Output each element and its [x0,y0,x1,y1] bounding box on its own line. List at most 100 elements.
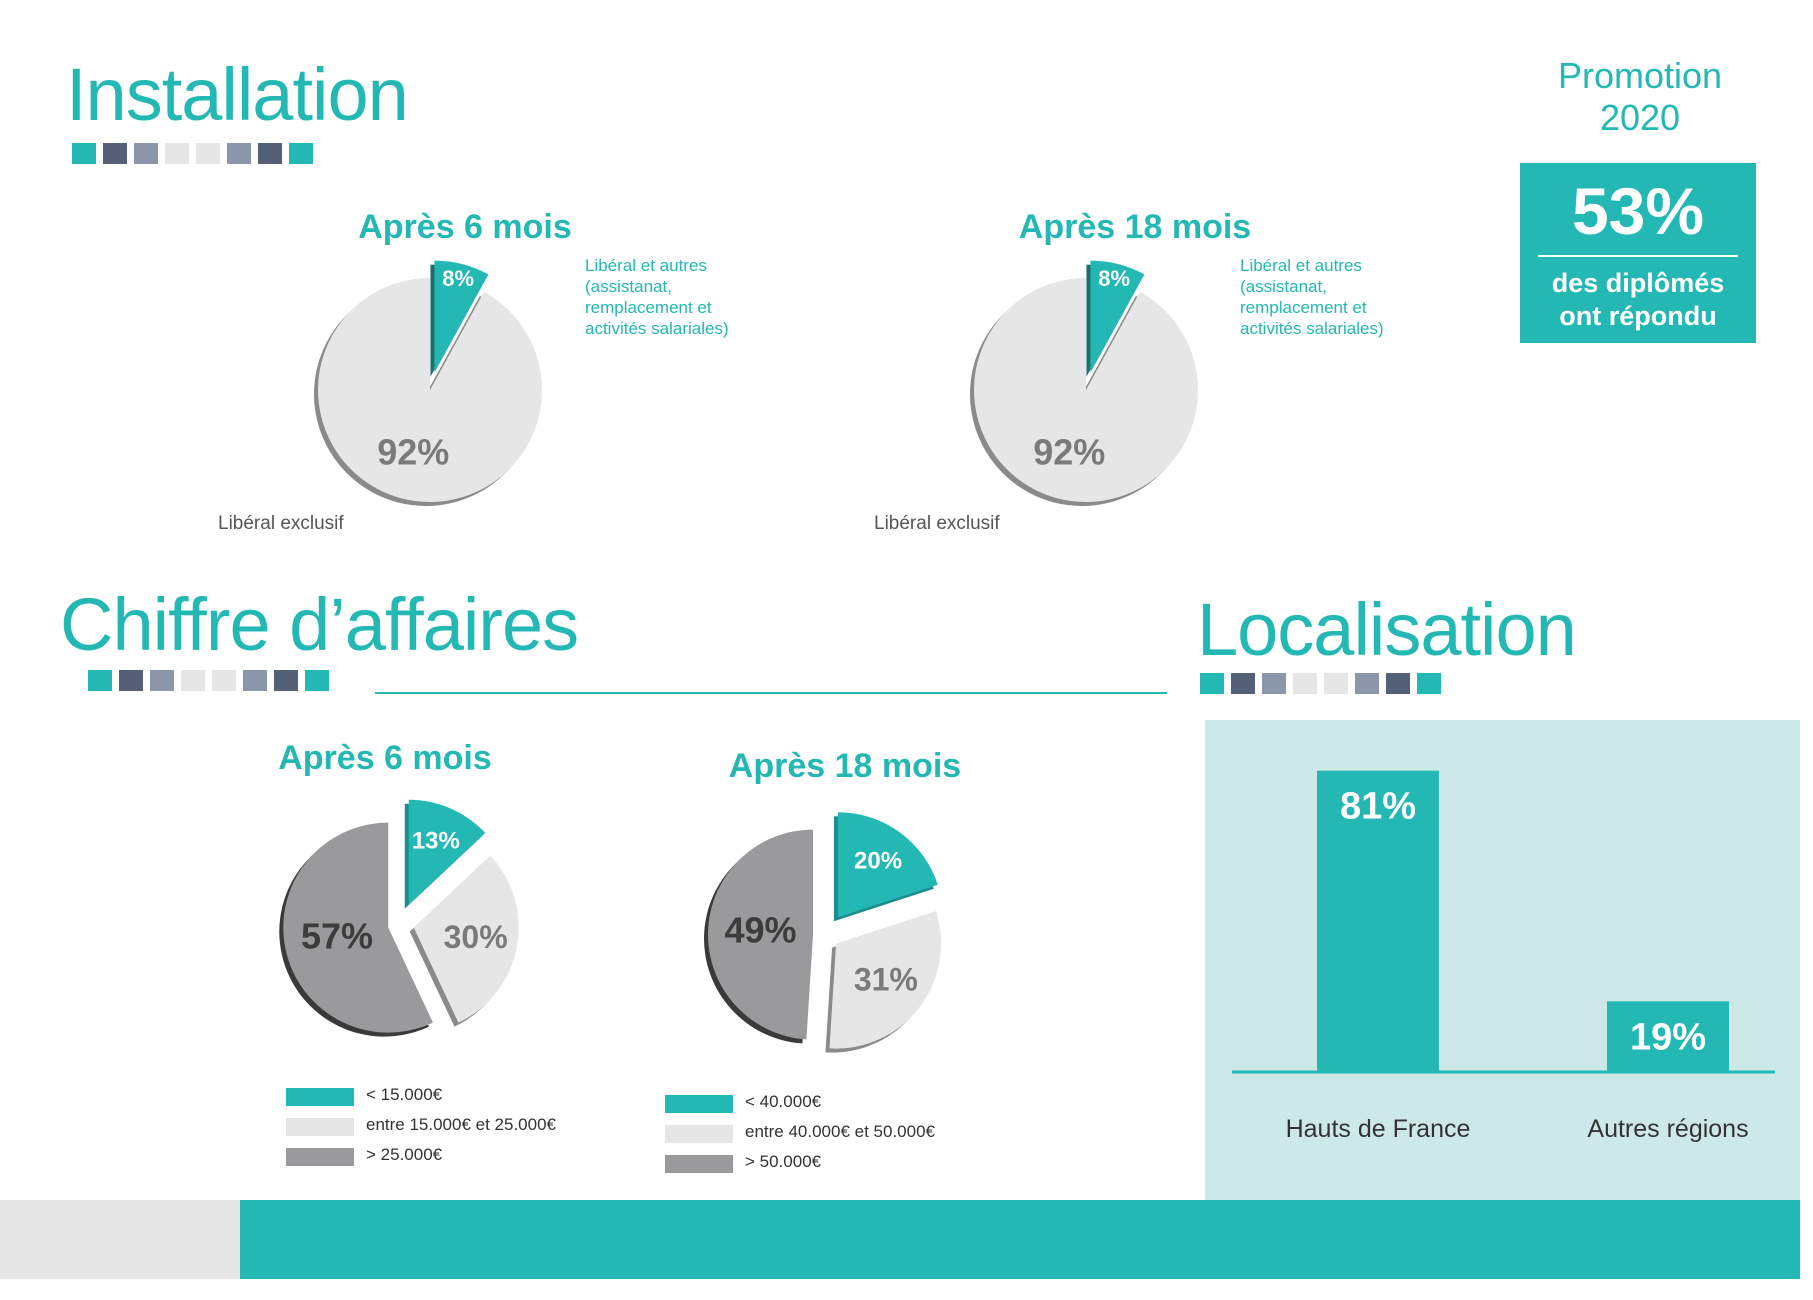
pie-slice-label: 30% [444,919,508,955]
promotion-label: Promotion 2020 [1520,55,1760,139]
bar [1607,1001,1729,1072]
localisation-panel [1205,720,1800,1200]
swatch [212,670,236,691]
legend-label: < 15.000€ [366,1085,443,1104]
swatch [72,143,96,164]
swatch [103,143,127,164]
note-line: remplacement et [585,298,712,317]
pie-slice-label: 13% [412,828,460,855]
swatch [305,670,329,691]
swatch-strip-installation [72,143,313,164]
installation-6-exclusive-label: Libéral exclusif [218,513,344,534]
swatch [181,670,205,691]
swatch [165,143,189,164]
response-rate-line4: ont répondu [1559,301,1717,331]
chiffre-18-pie: 20% 31% 49% [704,812,942,1053]
installation-18-exclusive-label: Libéral exclusif [874,513,1000,534]
swatch [150,670,174,691]
swatch [274,670,298,691]
installation-6-title: Après 6 mois [358,208,572,246]
response-rate-divider [1538,255,1738,257]
note-line: Libéral et autres [1240,256,1362,275]
pie-slice [434,260,489,373]
legend-swatch [286,1148,354,1166]
pie-slice [317,278,542,502]
legend-swatch [286,1118,354,1136]
pie-slice-label: 20% [854,847,902,874]
swatch [1355,673,1379,694]
legend-label: > 50.000€ [745,1152,822,1171]
chiffre-divider-line [375,692,1167,694]
legend-label: entre 40.000€ et 50.000€ [745,1122,935,1141]
response-rate-value: 53% [1571,174,1705,248]
swatch [243,670,267,691]
installation-6-pie: 8% 92% [314,260,542,506]
swatch [134,143,158,164]
pie-slice [1090,260,1145,373]
pie-slice-label: 49% [725,909,797,950]
footer-band-grey [0,1200,240,1279]
note-line: activités salariales) [585,319,729,338]
bar-category-label: Autres régions [1587,1115,1748,1143]
swatch [1231,673,1255,694]
installation-18-pie: 8% 92% [970,260,1198,506]
note-line: remplacement et [1240,298,1367,317]
legend-label: entre 15.000€ et 25.000€ [366,1115,556,1134]
bar [1317,770,1439,1072]
pie-slice [413,855,519,1023]
chiffre-6-pie: 13% 30% 57% [279,799,519,1037]
chiffre-18-title: Après 18 mois [728,747,962,785]
response-rate-line3: des diplômés [1551,268,1725,298]
swatch-strip-chiffre [88,670,329,691]
pie-slice-label: 8% [442,266,474,291]
legend-label: < 40.000€ [745,1092,822,1111]
swatch [88,670,112,691]
legend-swatch [665,1155,733,1173]
note-line: activités salariales) [1240,319,1384,338]
pie-slice-label: 57% [301,916,373,957]
pie-slice-label: 8% [1098,266,1130,291]
pie-slice [829,911,942,1049]
swatch [227,143,251,164]
swatch [196,143,220,164]
legend-label: > 25.000€ [366,1145,443,1164]
pie-slice [408,799,486,905]
pie-slice [708,829,814,1040]
swatch [1293,673,1317,694]
pie-slice [974,278,1198,502]
installation-18-note: Libéral et autres (assistanat, remplacem… [1240,255,1410,339]
swatch [258,143,282,164]
promotion-line2: 2020 [1599,97,1681,138]
pie-slice-label: 92% [377,432,449,473]
legend-swatch [665,1125,733,1143]
response-rate-box: 53% des diplômés ont répondu [1520,163,1756,343]
bar-category-label: Hauts de France [1286,1115,1471,1143]
section-title-localisation: Localisation [1197,588,1577,671]
swatch [119,670,143,691]
localisation-bar-chart: 81% Hauts de France 19% Autres régions [1232,770,1775,1143]
note-line: (assistanat, [1240,277,1327,296]
note-line: Libéral et autres [585,256,707,275]
pie-slice-label: 31% [854,962,918,998]
installation-18-title: Après 18 mois [1018,208,1252,246]
section-title-chiffre: Chiffre d’affaires [60,583,579,666]
footer-band-teal [240,1200,1800,1279]
promotion-line1: Promotion [1557,55,1723,96]
section-title-installation: Installation [66,53,409,136]
legend-swatch [665,1095,733,1113]
swatch [289,143,313,164]
legend-swatch [286,1088,354,1106]
pie-slice [283,822,433,1033]
chiffre-6-title: Après 6 mois [278,739,492,777]
bar-value-label: 19% [1630,1016,1706,1058]
swatch [1200,673,1224,694]
swatch [1262,673,1286,694]
swatch [1324,673,1348,694]
swatch [1417,673,1441,694]
pie-slice-label: 92% [1033,432,1105,473]
installation-6-note: Libéral et autres (assistanat, remplacem… [585,255,755,339]
swatch-strip-localisation [1200,673,1441,694]
pie-slice [837,812,938,918]
bar-value-label: 81% [1340,786,1416,828]
note-line: (assistanat, [585,277,672,296]
